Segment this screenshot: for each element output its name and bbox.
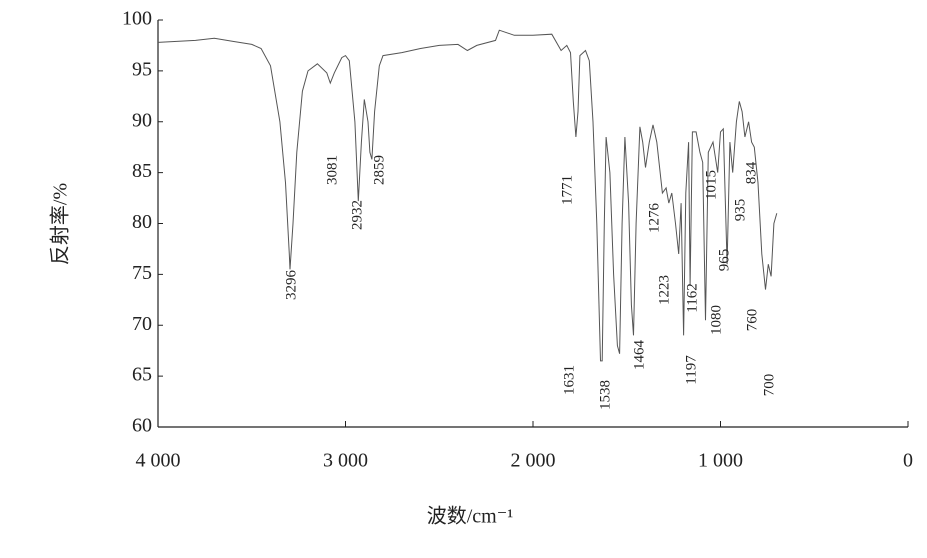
peak-label: 1464	[631, 340, 647, 371]
x-tick-label: 2 000	[511, 450, 556, 472]
y-tick-label: 60	[132, 415, 152, 437]
y-tick-label: 75	[132, 262, 152, 284]
y-axis-label: 反射率/%	[49, 183, 72, 265]
peak-label: 1771	[559, 175, 575, 205]
peak-label: 1015	[703, 170, 719, 200]
peak-label: 760	[744, 309, 760, 332]
peak-label: 1080	[708, 305, 724, 335]
x-tick-label: 3 000	[323, 450, 368, 472]
peak-label: 834	[743, 161, 759, 184]
peak-label: 1276	[646, 203, 662, 234]
peak-label: 965	[716, 249, 732, 272]
x-tick-label: 0	[903, 450, 913, 472]
peak-label: 935	[732, 199, 748, 222]
y-tick-label: 85	[132, 160, 152, 182]
x-tick-label: 1 000	[698, 450, 743, 472]
peak-label: 3296	[283, 270, 299, 301]
y-tick-label: 90	[132, 109, 152, 131]
peak-label: 2859	[371, 155, 387, 185]
peak-label: 700	[761, 374, 777, 397]
y-tick-label: 100	[122, 8, 152, 30]
y-tick-label: 70	[132, 313, 152, 335]
y-tick-label: 80	[132, 211, 152, 233]
peak-label: 2932	[349, 200, 365, 230]
spectrum-line	[157, 29, 778, 362]
x-tick-label: 4 000	[136, 450, 181, 472]
peak-label: 1538	[597, 380, 613, 410]
peak-label: 3081	[324, 155, 340, 185]
y-tick-label: 95	[132, 58, 152, 80]
x-axis-label: 波数/cm⁻¹	[427, 505, 514, 528]
peak-label: 1162	[684, 283, 700, 312]
peak-label: 1223	[656, 275, 672, 305]
y-tick-label: 65	[132, 364, 152, 386]
peak-label: 1631	[561, 365, 577, 395]
peak-label: 1197	[683, 355, 699, 385]
